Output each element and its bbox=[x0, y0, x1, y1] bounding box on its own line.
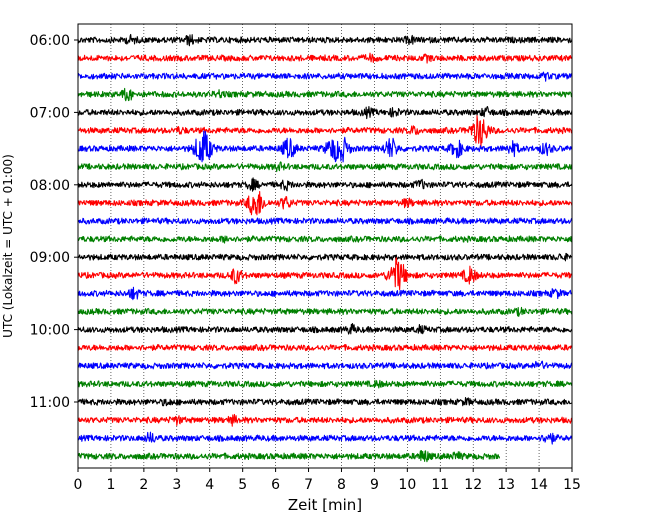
x-tick-label-4: 4 bbox=[205, 477, 214, 493]
trace-1100 bbox=[77, 397, 573, 407]
x-tick-label-8: 8 bbox=[337, 477, 346, 493]
trace-0615 bbox=[77, 52, 573, 64]
x-tick-label-13: 13 bbox=[497, 477, 515, 493]
y-tick-label-4: 10:00 bbox=[30, 323, 70, 339]
trace-1145 bbox=[77, 449, 501, 463]
x-axis-ticks: 0 1 2 3 4 5 6 7 8 9 10 11 12 13 14 15 bbox=[74, 468, 581, 493]
trace-0645 bbox=[77, 87, 573, 102]
seismogram-traces bbox=[77, 33, 573, 463]
trace-1030 bbox=[77, 360, 573, 370]
y-axis-label: UTC (Lokalzeit = UTC + 01:00) bbox=[1, 154, 15, 338]
x-tick-label-10: 10 bbox=[398, 477, 416, 493]
x-tick-label-15: 15 bbox=[563, 477, 581, 493]
x-tick-label-12: 12 bbox=[464, 477, 482, 493]
x-tick-label-3: 3 bbox=[172, 477, 181, 493]
trace-1045 bbox=[77, 379, 573, 389]
x-tick-label-5: 5 bbox=[238, 477, 247, 493]
trace-0700 bbox=[77, 105, 573, 120]
trace-0815 bbox=[77, 190, 573, 216]
x-tick-label-0: 0 bbox=[74, 477, 83, 493]
trace-0945 bbox=[77, 306, 573, 317]
y-tick-label-3: 09:00 bbox=[30, 250, 70, 266]
trace-0845 bbox=[77, 235, 573, 244]
trace-0630 bbox=[77, 71, 573, 82]
y-tick-label-2: 08:00 bbox=[30, 178, 70, 194]
vertical-grid bbox=[110, 24, 540, 468]
trace-0715 bbox=[77, 115, 573, 148]
trace-0800 bbox=[77, 177, 573, 192]
plot-frame bbox=[77, 23, 573, 469]
x-tick-label-1: 1 bbox=[106, 477, 115, 493]
trace-0915 bbox=[77, 257, 573, 291]
x-axis-label: Zeit [min] bbox=[288, 496, 362, 514]
y-tick-label-0: 06:00 bbox=[30, 33, 70, 49]
trace-1115 bbox=[77, 413, 573, 427]
trace-1130 bbox=[77, 431, 573, 445]
trace-0745 bbox=[77, 161, 573, 173]
y-tick-label-1: 07:00 bbox=[30, 105, 70, 121]
x-tick-label-6: 6 bbox=[271, 477, 280, 493]
y-axis-ticks: 06:00 07:00 08:00 09:00 10:00 11:00 bbox=[30, 33, 78, 411]
trace-1000 bbox=[77, 323, 573, 335]
y-tick-label-5: 11:00 bbox=[30, 395, 70, 411]
x-tick-label-9: 9 bbox=[370, 477, 379, 493]
trace-1015 bbox=[77, 343, 573, 352]
x-tick-label-7: 7 bbox=[304, 477, 313, 493]
trace-0830 bbox=[77, 217, 573, 225]
x-tick-label-14: 14 bbox=[530, 477, 548, 493]
trace-0730 bbox=[77, 130, 573, 163]
trace-0900 bbox=[77, 252, 573, 262]
trace-0600 bbox=[77, 33, 573, 47]
trace-0930 bbox=[77, 286, 573, 301]
x-tick-label-2: 2 bbox=[139, 477, 148, 493]
x-tick-label-11: 11 bbox=[431, 477, 449, 493]
